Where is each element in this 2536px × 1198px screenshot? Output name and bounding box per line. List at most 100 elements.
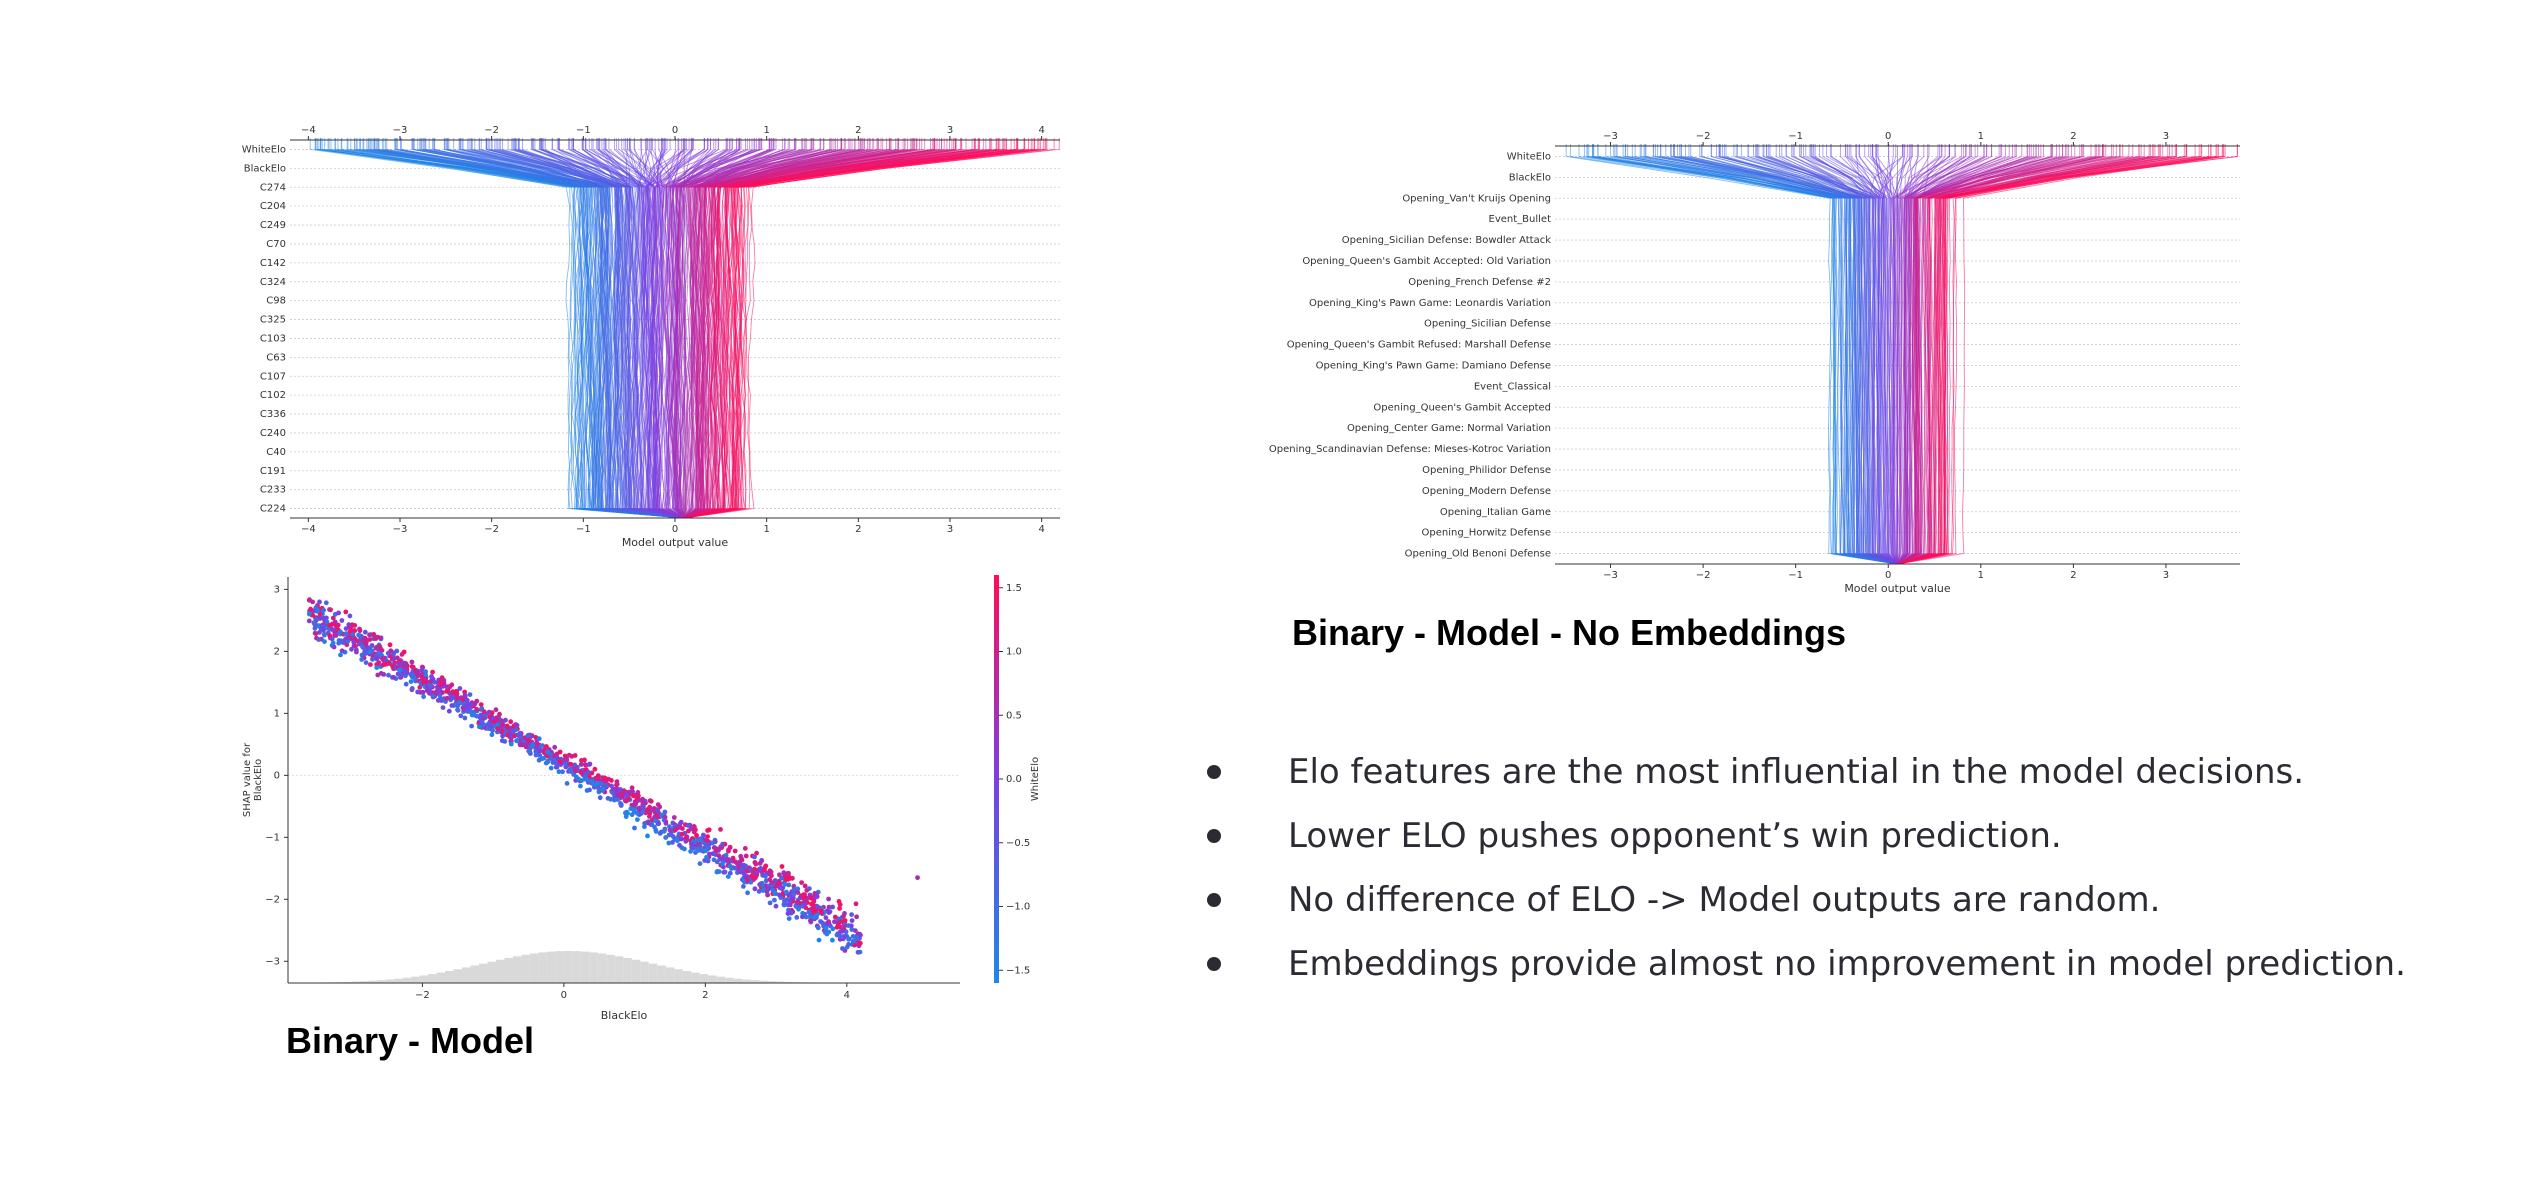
finding-item: Embeddings provide almost no improvement… [1200,934,2406,998]
scatter-point [783,877,789,883]
histogram-bar [614,956,624,983]
feature-label: Opening_Sicilian Defense: Bowdler Attack [1342,235,1551,246]
scatter-point [320,623,326,628]
scatter-point [661,828,667,834]
scatter-point [718,827,723,832]
bullet-icon [1207,829,1221,843]
decision-line [445,138,685,519]
scatter-point [846,942,851,947]
scatter-point [329,627,335,632]
scatter-point [842,923,848,929]
scatter-point [494,715,500,721]
decision-line [660,138,845,519]
histogram-bar [742,979,751,983]
scatter-point [386,660,392,666]
decision-line [1659,144,1898,565]
decision-line [656,138,692,519]
feature-label: BlackElo [244,163,286,174]
decision-line [1897,144,2185,565]
decision-line [1894,144,1951,565]
scatter-point [553,760,559,766]
scatter-point [763,863,769,869]
scatter-point [672,827,678,833]
scatter-point [738,866,744,872]
scatter-point [749,873,754,879]
x-tick-label-top: 1 [763,125,769,136]
decision-line [321,138,685,519]
scatter-point [753,861,759,867]
y-axis-label: SHAP value forBlackElo [242,742,264,817]
histogram-bar [606,954,615,983]
decision-line [644,138,748,519]
decision-line [1733,144,1898,565]
scatter-point [752,886,758,892]
decision-line [1897,144,2226,565]
x-tick-label: −2 [415,990,430,1001]
scatter-point [552,744,558,750]
decision-line [467,138,685,519]
scatter-point [512,733,517,739]
scatter-point [675,838,680,844]
scatter-point [572,762,578,768]
scatter-point [440,696,445,702]
scatter-point [311,620,317,626]
scatter-point [808,918,813,924]
scatter-point [795,899,801,905]
scatter-point [625,810,630,816]
x-tick-label-bottom: 0 [1885,570,1891,581]
scatter-point [349,622,355,628]
x-tick-label-top: 3 [947,125,953,136]
scatter-point [343,609,349,615]
decision-line [1893,144,1967,565]
scatter-point [842,934,848,939]
scatter-point [518,734,524,740]
decision-line [448,138,685,519]
feature-label: Opening_Old Benoni Defense [1405,549,1551,560]
scatter-point [457,700,463,705]
scatter-point [614,781,620,787]
histogram-bar [674,969,683,983]
x-tick-label-bottom: −1 [1788,570,1803,581]
feature-label: C336 [260,409,286,420]
decision-line [400,138,685,519]
decision-line [684,138,1055,519]
decision-line [385,138,685,519]
decision-line [684,138,918,519]
scatter-point [666,840,672,846]
scatter-point [508,733,513,739]
scatter-point [347,613,353,619]
scatter-point [421,680,426,686]
scatter-point [401,663,407,669]
feature-label: C204 [260,201,286,212]
decision-line [603,138,685,519]
scatter-point [826,904,832,910]
feature-label: Opening_Scandinavian Defense: Mieses-Kot… [1269,444,1551,455]
scatter-point [519,741,524,747]
decision-plot-no-embeddings: WhiteElo BlackElo Opening_Van't Kruijs Ope… [1269,131,2240,595]
scatter-point [545,749,550,755]
scatter-point [585,769,591,775]
histogram-bar [589,952,598,983]
feature-label: C98 [266,296,286,307]
scatter-point [594,780,600,786]
decision-line [684,138,973,519]
scatter-point [772,897,777,903]
decision-line [625,138,685,519]
feature-label: C274 [260,182,286,193]
scatter-point [572,753,578,758]
decision-line [1701,144,1898,565]
decision-line [1855,144,1898,565]
scatter-point [726,848,731,854]
scatter-point [640,796,645,802]
scatter-point [634,795,640,801]
scatter-point [589,770,595,776]
scatter-point [727,844,733,850]
x-tick-label-bottom: 2 [855,524,861,535]
x-tick-label-top: −3 [1603,131,1618,142]
scatter-point [375,634,381,640]
x-tick-label-bottom: −2 [484,524,499,535]
scatter-point [376,660,382,665]
scatter-point [347,628,353,634]
scatter-point [323,600,329,606]
scatter-point [791,892,797,897]
